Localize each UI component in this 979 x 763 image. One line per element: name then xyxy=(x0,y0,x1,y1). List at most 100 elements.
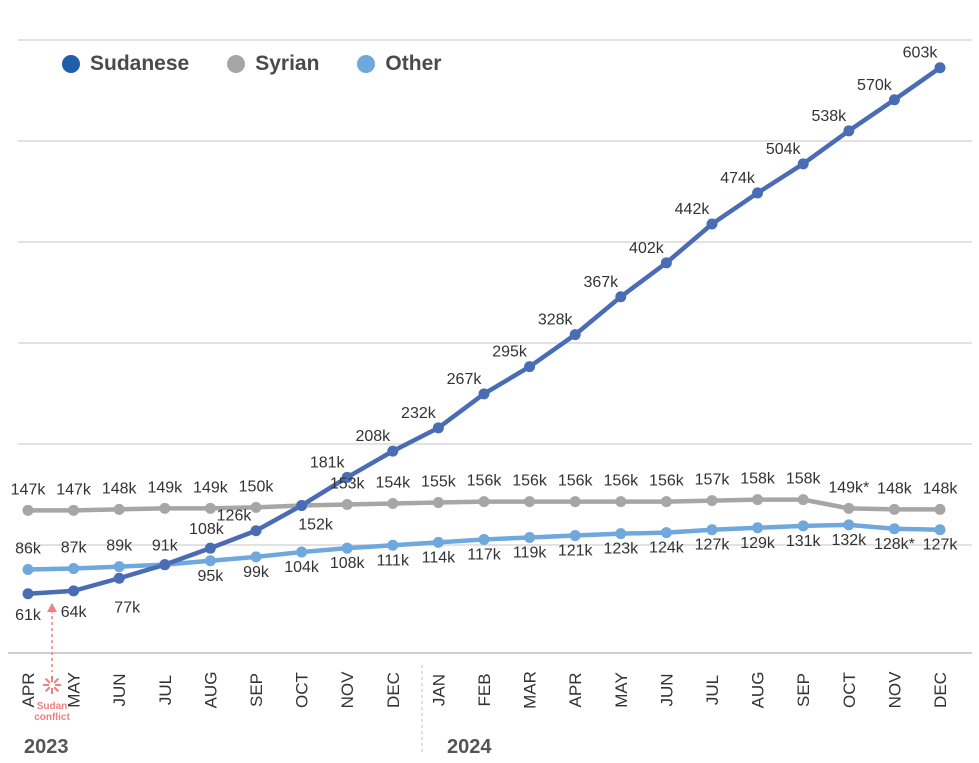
data-label-syrian-15: 157k xyxy=(695,472,731,489)
data-point-other-13 xyxy=(615,528,627,540)
data-label-sudanese-9: 232k xyxy=(401,405,437,422)
data-point-syrian-9 xyxy=(432,497,444,509)
data-label-other-17: 131k xyxy=(786,533,822,550)
data-point-other-20 xyxy=(934,524,946,536)
data-label-sudanese-17: 504k xyxy=(766,141,802,158)
data-label-sudanese-3: 91k xyxy=(152,538,179,555)
data-point-syrian-8 xyxy=(387,498,399,510)
annotation-label-line1: Sudan xyxy=(37,701,68,712)
legend-item-sudanese: Sudanese xyxy=(62,52,189,76)
burst-ray-5 xyxy=(44,677,51,684)
data-point-sudanese-0 xyxy=(22,588,34,600)
data-label-other-14: 124k xyxy=(649,540,685,557)
data-label-syrian-17: 158k xyxy=(786,471,822,488)
data-point-syrian-18 xyxy=(843,502,855,514)
x-tick-label-15: JUL xyxy=(703,675,722,705)
data-label-other-4: 95k xyxy=(198,568,225,585)
data-label-syrian-20: 148k xyxy=(923,480,959,497)
data-point-sudanese-4 xyxy=(204,542,216,554)
x-tick-label-20: DEC xyxy=(931,672,950,708)
data-point-syrian-14 xyxy=(660,496,672,508)
burst-ray-7 xyxy=(53,677,60,684)
legend-label-sudanese: Sudanese xyxy=(90,52,190,75)
data-label-sudanese-6: 152k xyxy=(298,516,334,533)
x-tick-label-2: JUN xyxy=(110,673,129,706)
x-tick-label-9: JAN xyxy=(429,674,448,706)
data-point-other-1 xyxy=(68,563,80,575)
data-point-syrian-7 xyxy=(341,498,353,510)
legend-swatch-syrian xyxy=(227,55,246,73)
data-label-other-12: 121k xyxy=(558,543,594,560)
data-label-sudanese-18: 538k xyxy=(811,108,847,125)
data-label-other-6: 104k xyxy=(284,559,320,576)
data-label-syrian-4: 149k xyxy=(193,479,229,496)
x-tick-label-17: SEP xyxy=(794,673,813,707)
data-label-other-0: 86k xyxy=(15,541,42,558)
data-label-syrian-14: 156k xyxy=(649,473,685,490)
data-point-syrian-1 xyxy=(68,504,80,516)
data-label-other-19: 128k* xyxy=(874,536,915,553)
data-point-other-8 xyxy=(387,539,399,551)
data-point-other-11 xyxy=(524,531,536,543)
data-point-other-10 xyxy=(478,533,490,545)
data-label-syrian-2: 148k xyxy=(102,480,138,497)
year-label-2023: 2023 xyxy=(24,736,69,758)
legend-swatch-sudanese xyxy=(62,55,80,73)
data-point-sudanese-16 xyxy=(752,187,764,199)
data-label-other-15: 127k xyxy=(695,537,731,554)
data-point-other-2 xyxy=(113,561,125,573)
data-label-other-11: 119k xyxy=(513,544,548,561)
data-label-syrian-9: 155k xyxy=(421,474,457,491)
data-point-sudanese-5 xyxy=(250,525,262,537)
x-tick-label-10: FEB xyxy=(475,673,494,706)
burst-icon xyxy=(43,676,61,694)
data-label-sudanese-5: 126k xyxy=(217,508,253,525)
data-label-other-13: 123k xyxy=(603,541,639,558)
data-label-sudanese-11: 295k xyxy=(492,344,528,361)
data-label-sudanese-15: 442k xyxy=(675,201,711,218)
data-label-sudanese-1: 64k xyxy=(61,604,88,621)
data-point-syrian-3 xyxy=(159,502,171,514)
data-label-other-9: 114k xyxy=(422,549,457,566)
x-tick-label-19: NOV xyxy=(885,671,904,709)
x-tick-label-5: SEP xyxy=(247,673,266,707)
data-label-other-1: 87k xyxy=(61,540,88,557)
data-label-syrian-19: 148k xyxy=(877,480,913,497)
data-point-other-14 xyxy=(660,527,672,539)
data-point-syrian-4 xyxy=(204,502,216,514)
data-label-sudanese-14: 402k xyxy=(629,240,665,257)
data-point-sudanese-20 xyxy=(934,62,946,74)
legend-item-syrian: Syrian xyxy=(227,52,319,76)
data-label-sudanese-13: 367k xyxy=(583,274,619,291)
data-point-sudanese-8 xyxy=(387,445,399,457)
data-label-sudanese-8: 208k xyxy=(355,428,391,445)
data-label-sudanese-19: 570k xyxy=(857,77,893,94)
data-point-sudanese-9 xyxy=(432,422,444,434)
burst-ray-1 xyxy=(53,686,60,693)
data-point-sudanese-7 xyxy=(341,471,353,483)
data-point-syrian-12 xyxy=(569,496,581,508)
data-point-sudanese-3 xyxy=(159,559,171,571)
data-label-other-10: 117k xyxy=(467,546,502,563)
legend-item-other: Other xyxy=(357,52,441,76)
data-label-other-8: 111k xyxy=(377,552,410,569)
x-tick-label-13: MAY xyxy=(612,672,631,708)
data-point-syrian-19 xyxy=(888,503,900,515)
data-point-other-12 xyxy=(569,530,581,542)
data-label-syrian-16: 158k xyxy=(740,471,776,488)
data-point-syrian-13 xyxy=(615,496,627,508)
data-label-syrian-0: 147k xyxy=(11,481,47,498)
legend-label-syrian: Syrian xyxy=(255,52,320,75)
data-point-other-19 xyxy=(888,523,900,535)
data-point-other-9 xyxy=(432,536,444,548)
data-point-other-16 xyxy=(752,522,764,534)
x-tick-label-8: DEC xyxy=(384,672,403,708)
data-label-syrian-18: 149k* xyxy=(828,479,869,496)
data-label-sudanese-0: 61k xyxy=(15,607,42,624)
data-point-sudanese-2 xyxy=(113,572,125,584)
data-point-other-15 xyxy=(706,524,718,536)
data-point-other-17 xyxy=(797,520,809,532)
data-point-syrian-20 xyxy=(934,503,946,515)
